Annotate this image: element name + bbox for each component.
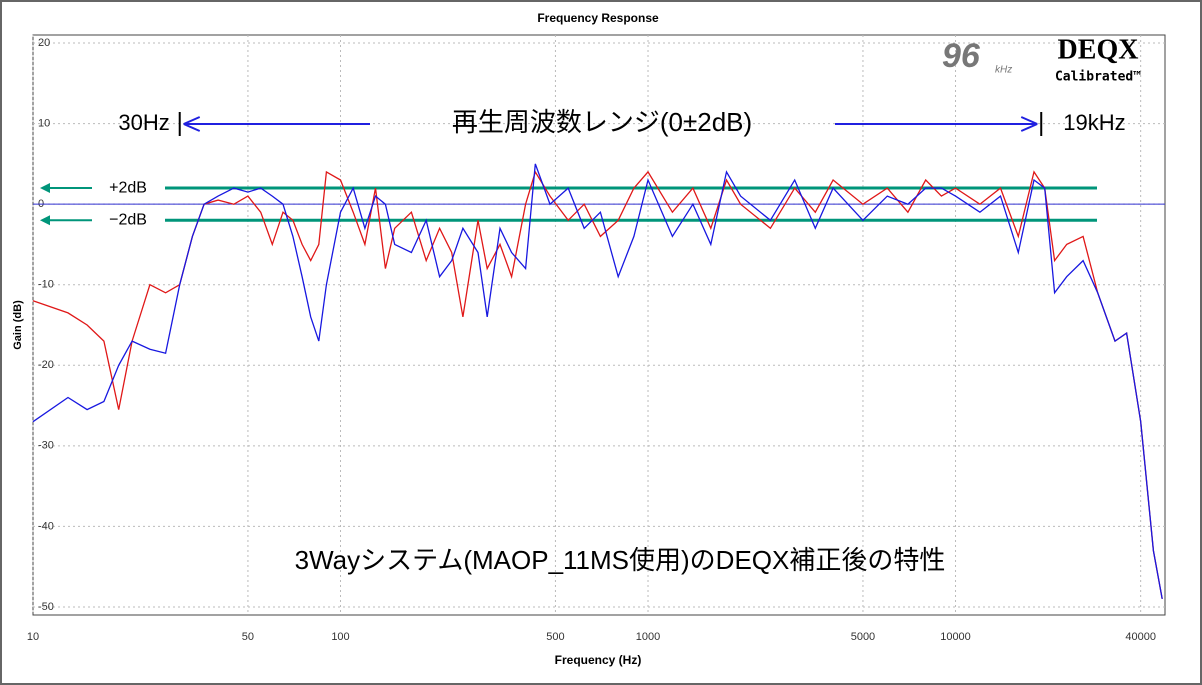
range-label: 再生周波数レンジ(0±2dB) <box>452 107 752 137</box>
chart-title: Frequency Response <box>537 11 659 25</box>
x-tick-label: 10000 <box>940 631 971 643</box>
band-arrowhead <box>40 183 50 194</box>
range-start-label: 30Hz <box>118 110 169 135</box>
x-axis-label: Frequency (Hz) <box>555 653 642 667</box>
logo-unit: kHz <box>995 65 1012 76</box>
band-arrowhead <box>40 215 50 226</box>
y-tick-label: -10 <box>38 279 54 291</box>
x-tick-label: 1000 <box>636 631 660 643</box>
x-tick-label: 100 <box>331 631 349 643</box>
x-tick-label: 500 <box>546 631 564 643</box>
y-tick-label: 20 <box>38 37 50 49</box>
logo-brand: DEQX <box>1058 34 1139 65</box>
band-label: −2dB <box>109 211 147 228</box>
y-tick-label: 10 <box>38 118 50 130</box>
y-tick-label: -50 <box>38 601 54 613</box>
range-arrowhead <box>183 116 201 132</box>
y-tick-label: -20 <box>38 359 54 371</box>
annotation: 3Wayシステム(MAOP_11MS使用)のDEQX補正後の特性 <box>295 545 946 575</box>
series-line <box>32 170 1163 600</box>
y-axis-label: Gain (dB) <box>12 300 24 350</box>
band-label: +2dB <box>109 179 147 196</box>
x-tick-label: 10 <box>27 631 39 643</box>
logo-sub: Calibrated™ <box>1055 70 1141 85</box>
logo-rate: 96 <box>942 37 981 75</box>
series-line <box>32 163 1163 600</box>
y-tick-label: -40 <box>38 520 54 532</box>
x-tick-label: 40000 <box>1125 631 1156 643</box>
x-tick-label: 5000 <box>851 631 875 643</box>
range-end-label: 19kHz <box>1063 110 1125 135</box>
range-arrowhead <box>1020 116 1038 132</box>
y-tick-label: -30 <box>38 440 54 452</box>
x-tick-label: 50 <box>242 631 254 643</box>
